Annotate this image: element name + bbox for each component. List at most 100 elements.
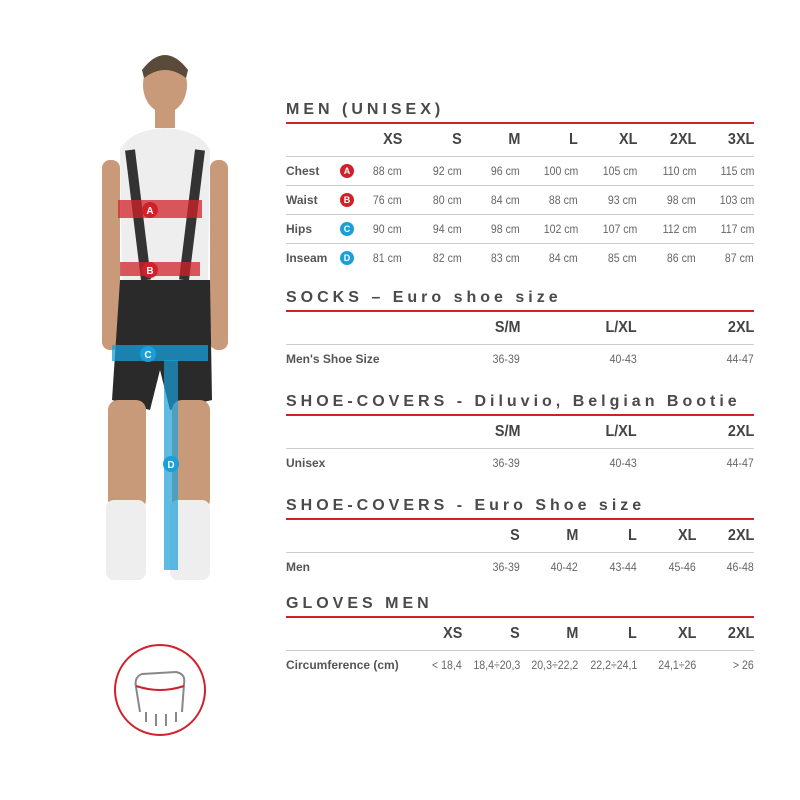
marker-a: A	[142, 202, 158, 218]
size-header: L/XL	[605, 423, 637, 440]
size-header: 2XL	[727, 423, 754, 440]
value-cell: 43-44	[609, 560, 637, 574]
section-title: SHOE-COVERS - Diluvio, Belgian Bootie	[286, 393, 741, 410]
row-label: Unisex	[286, 456, 326, 470]
value-cell: 45-46	[668, 560, 696, 574]
section-0: MEN (UNISEX) XS S M L XL 2XL 3XL Chest A 88 cm 92 c…	[286, 100, 754, 272]
header-row: XS S M L XL 2XL 3XL	[286, 124, 754, 157]
value-cell: 20,3÷22,2	[531, 658, 578, 672]
value-cell: 88 cm	[549, 193, 578, 207]
row-label: Hips	[286, 222, 313, 236]
measure-badge: A	[340, 164, 354, 178]
header-row: S/M L/XL 2XL	[286, 416, 754, 449]
size-header: S	[510, 625, 520, 642]
hips-band	[112, 345, 208, 361]
value-cell: 87 cm	[725, 251, 754, 265]
cyclist-figure: A B C D	[102, 55, 228, 580]
value-cell: 84 cm	[491, 193, 520, 207]
value-cell: 117 cm	[720, 222, 754, 236]
table-row: Waist B 76 cm 80 cm 84 cm 88 cm 93 cm 98 cm 103 …	[286, 186, 754, 215]
value-cell: 107 cm	[602, 222, 637, 236]
table-row: Inseam D 81 cm 82 cm 83 cm 84 cm 85 cm 86 cm 87 …	[286, 244, 754, 272]
size-header: L	[569, 131, 578, 148]
table-row: Chest A 88 cm 92 cm 96 cm 100 cm 105 cm 110 cm 1…	[286, 157, 754, 186]
section-title: MEN (UNISEX)	[286, 101, 445, 118]
divider	[286, 518, 754, 520]
size-header: XL	[618, 131, 637, 148]
value-cell: 22,2÷24,1	[590, 658, 637, 672]
marker-c: C	[140, 346, 156, 362]
waist-band	[120, 262, 200, 276]
row-label: Circumference (cm)	[286, 658, 399, 672]
size-header: 2XL	[669, 131, 696, 148]
value-cell: 46-48	[726, 560, 754, 574]
value-cell: 90 cm	[373, 222, 402, 236]
value-cell: 40-43	[609, 456, 637, 470]
row-label: Chest	[286, 164, 320, 178]
size-header: M	[566, 527, 578, 544]
table-row: Hips C 90 cm 94 cm 98 cm 102 cm 107 cm 112 cm 11…	[286, 215, 754, 244]
size-header: 2XL	[727, 527, 754, 544]
value-cell: 36-39	[492, 560, 520, 574]
size-header: S	[510, 527, 520, 544]
value-cell: 92 cm	[433, 164, 462, 178]
measure-badge: B	[340, 193, 354, 207]
size-header: S/M	[494, 319, 520, 336]
value-cell: 82 cm	[433, 251, 462, 265]
section-title: GLOVES MEN	[286, 595, 433, 612]
divider	[286, 414, 754, 416]
size-header: S/M	[494, 423, 520, 440]
value-cell: 76 cm	[373, 193, 402, 207]
table-row: Unisex 36-39 40-43 44-47	[286, 449, 754, 477]
value-cell: 93 cm	[608, 193, 637, 207]
section-1: SOCKS – Euro shoe size S/M L/XL 2XL Men's Sh…	[286, 288, 754, 373]
value-cell: 40-42	[550, 560, 578, 574]
value-cell: 44-47	[726, 456, 754, 470]
table-row: Men's Shoe Size 36-39 40-43 44-47	[286, 345, 754, 373]
value-cell: 85 cm	[608, 251, 637, 265]
value-cell: 84 cm	[549, 251, 578, 265]
value-cell: 98 cm	[491, 222, 520, 236]
row-label: Men's Shoe Size	[286, 352, 380, 366]
row-label: Inseam	[286, 251, 328, 265]
value-cell: 86 cm	[667, 251, 696, 265]
svg-text:B: B	[146, 266, 153, 277]
size-header: XL	[677, 625, 696, 642]
section-title: SHOE-COVERS - Euro Shoe size	[286, 497, 646, 514]
value-cell: 36-39	[492, 456, 520, 470]
divider	[286, 122, 754, 124]
value-cell: 80 cm	[433, 193, 462, 207]
size-header: L	[628, 625, 637, 642]
value-cell: 40-43	[609, 352, 637, 366]
table-row: Circumference (cm) < 18,4 18,4÷20,3 20,3÷22…	[286, 651, 754, 679]
measure-badge: D	[340, 251, 354, 265]
size-header: 2XL	[727, 319, 754, 336]
value-cell: < 18,4	[432, 658, 462, 672]
size-header: M	[508, 131, 520, 148]
svg-text:C: C	[144, 350, 151, 361]
value-cell: 102 cm	[543, 222, 578, 236]
size-header: 2XL	[727, 625, 754, 642]
header-row: S/M L/XL 2XL	[286, 312, 754, 345]
value-cell: 103 cm	[719, 193, 754, 207]
size-header: L	[628, 527, 637, 544]
value-cell: 44-47	[726, 352, 754, 366]
value-cell: 81 cm	[373, 251, 402, 265]
value-cell: 115 cm	[720, 164, 754, 178]
header-row: S M L XL 2XL	[286, 520, 754, 553]
svg-text:D: D	[167, 460, 174, 471]
value-cell: 24,1÷26	[657, 658, 696, 672]
size-header: M	[566, 625, 578, 642]
marker-b: B	[142, 262, 158, 278]
svg-text:A: A	[146, 206, 153, 217]
chest-band	[118, 200, 202, 218]
size-header: S	[452, 131, 462, 148]
section-2: SHOE-COVERS - Diluvio, Belgian Bootie S/M…	[286, 392, 754, 477]
value-cell: > 26	[733, 658, 754, 672]
divider	[286, 616, 754, 618]
value-cell: 110 cm	[662, 164, 696, 178]
table-row: Men 36-39 40-42 43-44 45-46 46-48	[286, 553, 754, 581]
measure-badge: C	[340, 222, 354, 236]
size-header: 3XL	[727, 131, 754, 148]
